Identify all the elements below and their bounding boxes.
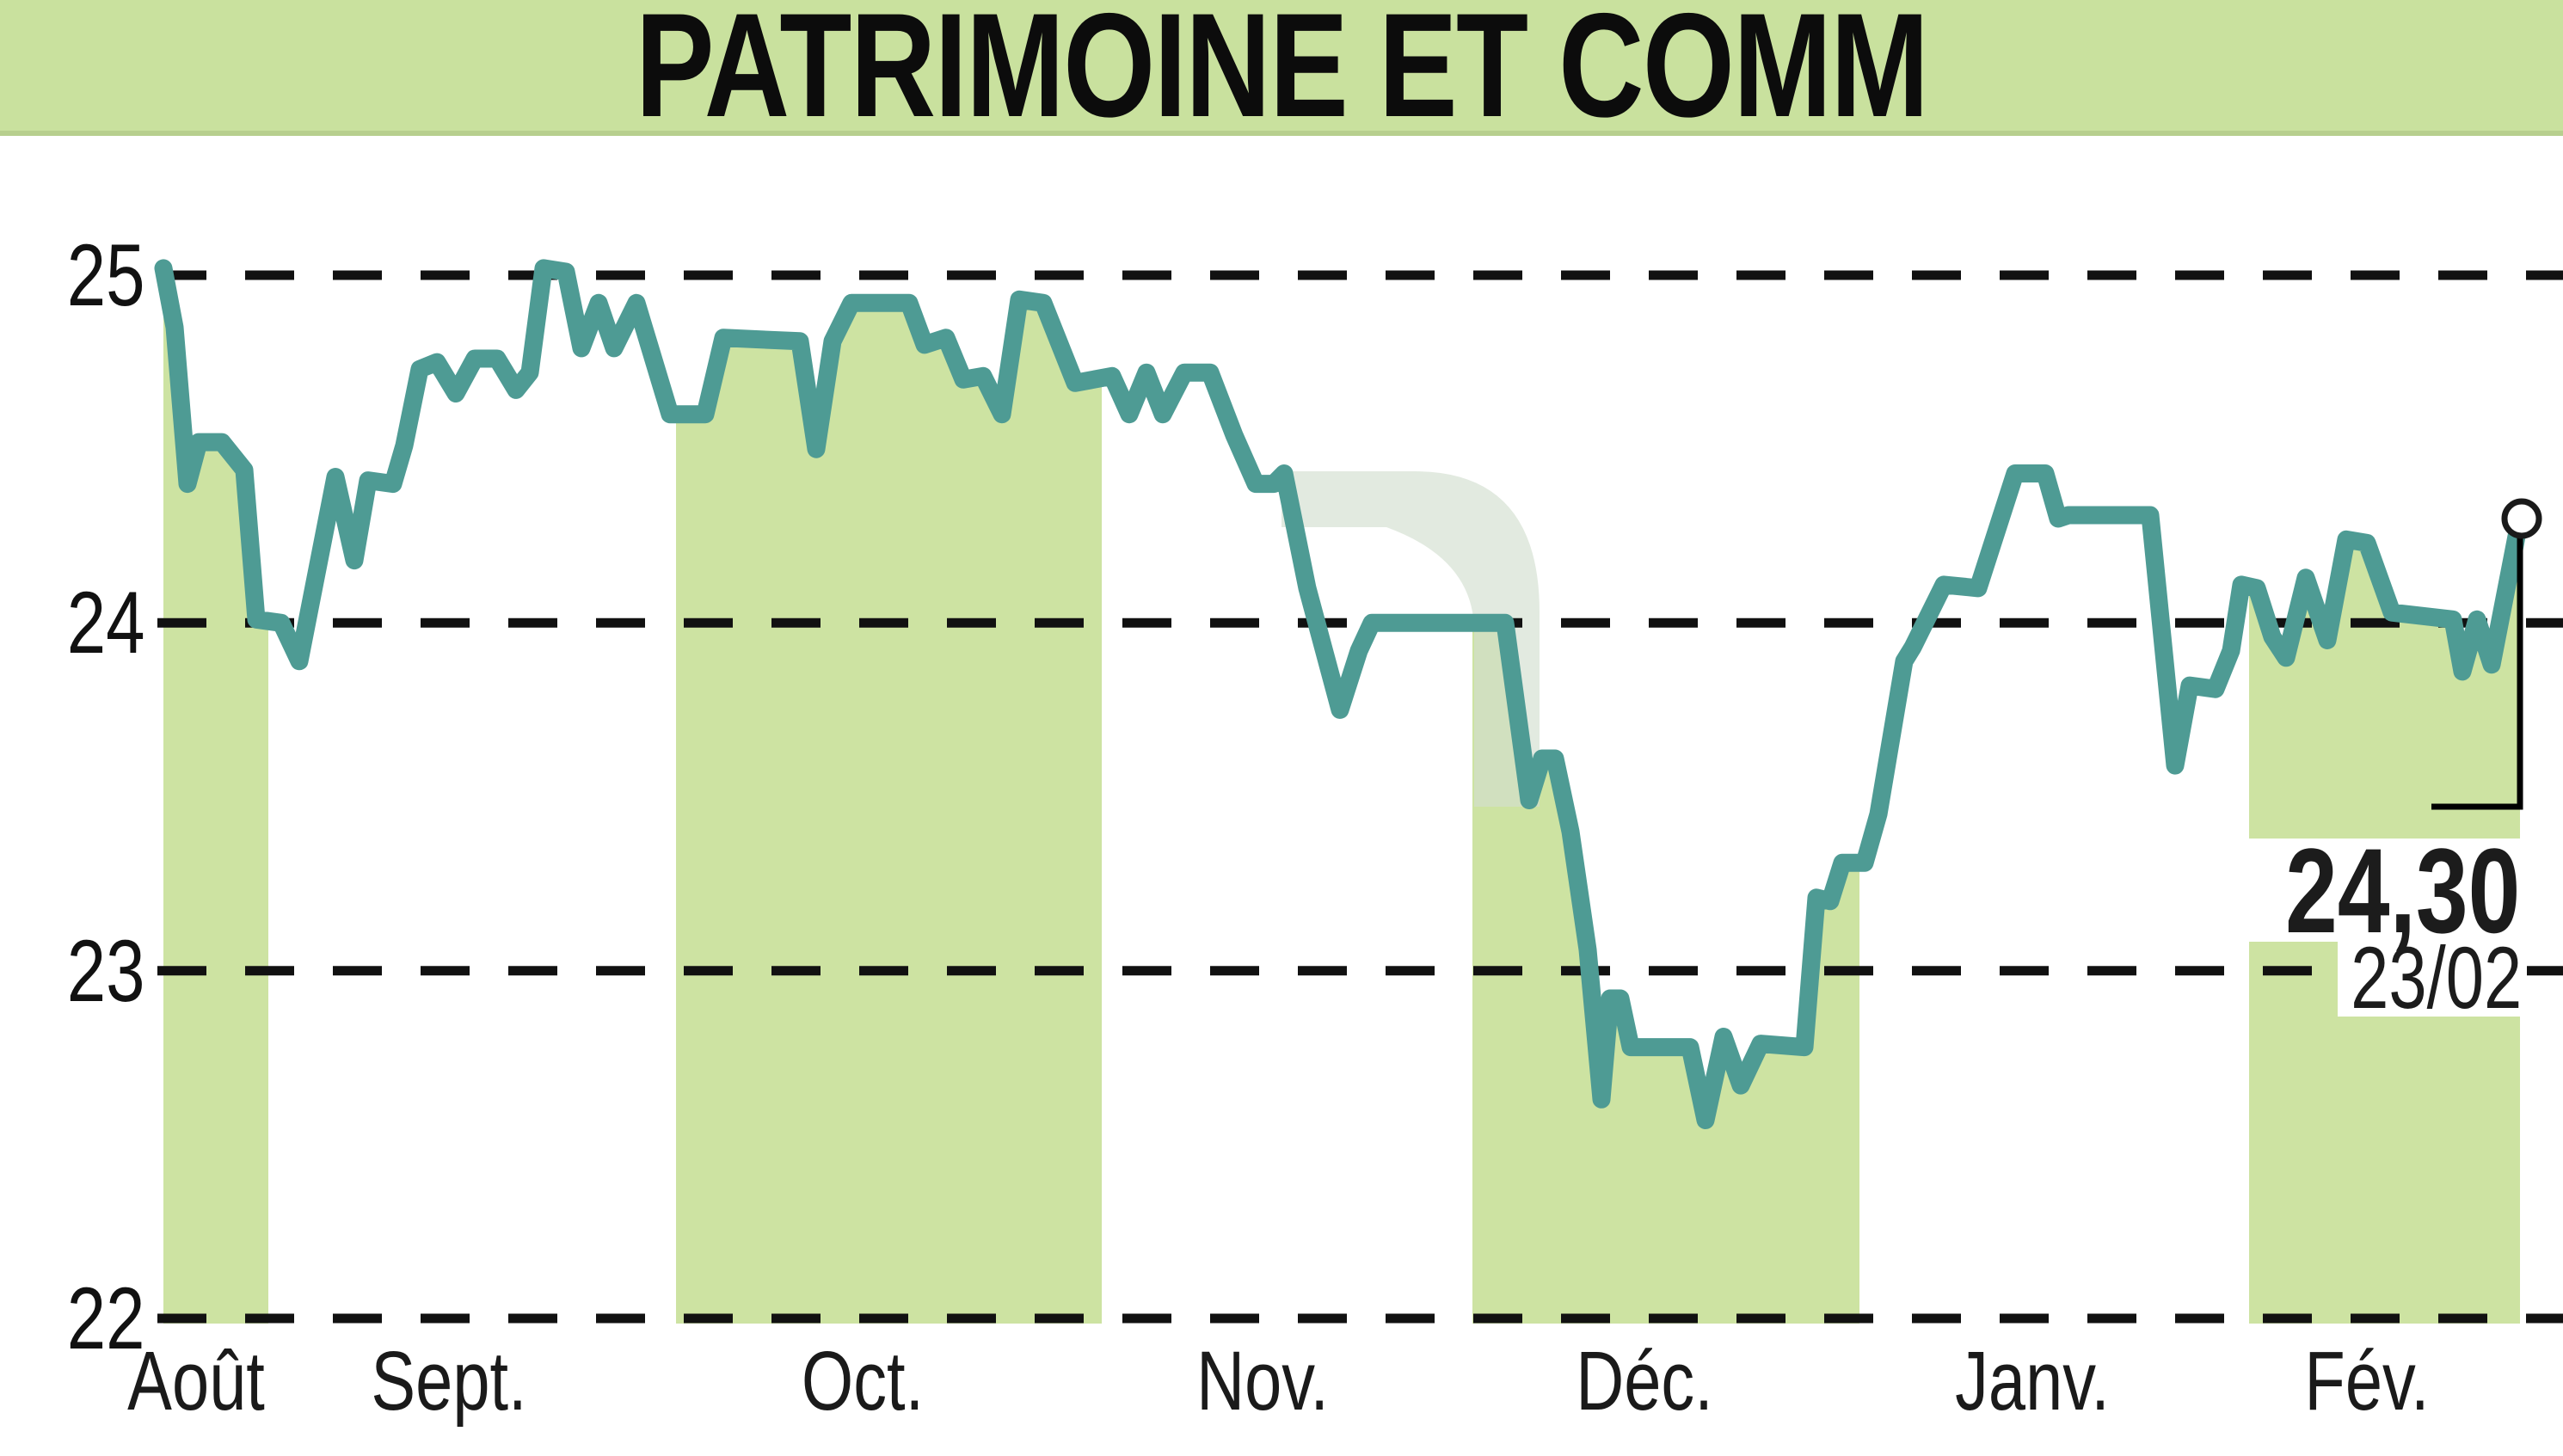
price-line bbox=[154, 259, 2529, 1129]
month-label-fv: Fév. bbox=[2304, 1334, 2430, 1428]
y-axis-label-22: 22 bbox=[66, 1269, 144, 1367]
month-label-oct: Oct. bbox=[801, 1334, 925, 1428]
last-point-marker bbox=[2501, 498, 2542, 539]
y-axis-label-24: 24 bbox=[66, 574, 144, 673]
y-axis-label-23: 23 bbox=[66, 921, 144, 1020]
month-band-1 bbox=[676, 299, 1102, 1324]
month-label-sept: Sept. bbox=[371, 1334, 527, 1428]
annotation-box-1 bbox=[2338, 942, 2527, 1017]
page-title: PATRIMOINE ET COMM bbox=[635, 0, 1929, 148]
price-bracket bbox=[2431, 538, 2523, 810]
month-label-janv: Janv. bbox=[1955, 1334, 2110, 1428]
title-banner: PATRIMOINE ET COMM bbox=[0, 0, 2563, 148]
y-axis-label-25: 25 bbox=[66, 226, 144, 324]
month-label-aot: Août bbox=[127, 1334, 265, 1428]
month-band-0 bbox=[163, 267, 268, 1324]
last-price-label: 24,30 bbox=[2284, 823, 2520, 958]
watermark bbox=[1282, 471, 1540, 807]
month-label-dc: Déc. bbox=[1576, 1334, 1713, 1428]
month-band-3 bbox=[2249, 519, 2520, 1324]
month-label-nov: Nov. bbox=[1196, 1334, 1329, 1428]
last-date-label: 23/02 bbox=[2350, 929, 2522, 1027]
month-band-2 bbox=[1472, 623, 1859, 1324]
annotation-box-0 bbox=[2249, 839, 2527, 942]
